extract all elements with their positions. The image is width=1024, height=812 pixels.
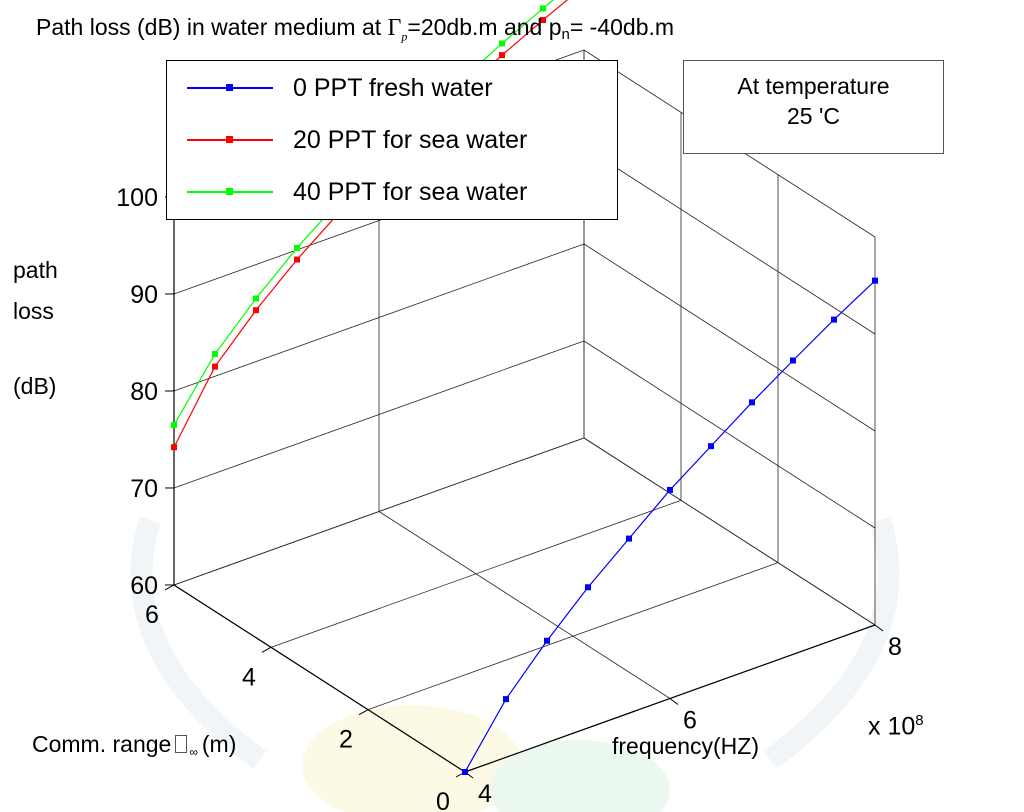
x-exponent-label: x 108 — [868, 712, 924, 741]
series-1-point-1 — [212, 363, 218, 370]
zlabel-line3: (dB) — [13, 373, 57, 399]
legend-item-2: 40 PPT for sea water — [187, 175, 527, 209]
series-2-point-9 — [540, 5, 546, 12]
gamma-symbol: Γ — [387, 15, 402, 41]
x-axis-label: frequency(HZ) — [612, 733, 759, 759]
temperature-annotation: At temperature 25 'C — [683, 60, 944, 154]
y-axis-label: Comm. range ∞ (m) — [32, 731, 237, 759]
gridline-floor-x-8 — [583, 437, 876, 626]
x-tick-label-6: 6 — [683, 707, 697, 735]
series-0-point-5 — [667, 486, 673, 493]
y-tick-label-6: 6 — [145, 601, 159, 629]
annotation-line1: At temperature — [737, 73, 890, 99]
y-tick-label-2: 2 — [339, 726, 353, 754]
annotation-line2: 25 'C — [787, 103, 840, 129]
series-1-point-9 — [540, 17, 546, 24]
series-2-point-2 — [253, 295, 259, 302]
series-0-point-3 — [585, 584, 591, 591]
zlabel-line1: path — [13, 257, 58, 283]
legend-swatch-2 — [187, 188, 273, 195]
gridline-floor-y-4 — [270, 499, 682, 648]
series-2-point-3 — [294, 244, 300, 251]
gridline-back-z-70 — [173, 340, 585, 489]
gridline-back-z-80 — [173, 243, 585, 392]
series-1-point-0 — [171, 444, 177, 451]
series-0-point-4 — [626, 535, 632, 542]
series-0-point-2 — [544, 637, 550, 644]
legend-item-1: 20 PPT for sea water — [187, 123, 527, 157]
series-0-point-7 — [749, 399, 755, 406]
z-tick-label-60: 60 — [130, 572, 158, 600]
gridline-side-z-70 — [583, 340, 876, 529]
missing-glyph-box — [175, 735, 188, 753]
y-axis-line — [173, 584, 466, 773]
z-tick-label-100: 100 — [116, 184, 158, 212]
legend: 0 PPT fresh water 20 PPT for sea water 4… — [166, 60, 618, 220]
legend-label-1: 20 PPT for sea water — [293, 125, 528, 154]
z-tick-label-90: 90 — [130, 281, 158, 309]
series-0-point-10 — [872, 277, 878, 284]
series-1-point-8 — [499, 52, 505, 59]
chart-title: Path loss (dB) in water medium at Γp=20d… — [36, 14, 675, 44]
gridline-floor-y-2 — [367, 562, 779, 711]
legend-label-2: 40 PPT for sea water — [293, 177, 528, 206]
x-tick-6 — [669, 698, 679, 705]
y-tick-6 — [164, 584, 175, 591]
series-1-point-3 — [294, 256, 300, 263]
legend-swatch-1 — [187, 136, 273, 143]
y-tick-label-4: 4 — [242, 663, 256, 691]
legend-label-0: 0 PPT fresh water — [293, 73, 493, 102]
y-tick-2 — [358, 709, 369, 716]
series-0-point-8 — [790, 357, 796, 364]
gridline-side-z-90 — [583, 146, 876, 335]
legend-swatch-0 — [187, 84, 273, 91]
y-tick-label-0: 0 — [436, 788, 450, 812]
y-tick-4 — [261, 646, 272, 653]
z-tick-label-70: 70 — [130, 475, 158, 503]
zlabel-line2: loss — [13, 298, 54, 324]
series-0-point-0 — [462, 769, 468, 775]
series-2-point-8 — [499, 40, 505, 47]
series-1-point-2 — [253, 307, 259, 314]
series-2-point-0 — [171, 421, 177, 428]
legend-item-0: 0 PPT fresh water — [187, 71, 493, 105]
z-tick-label-80: 80 — [130, 378, 158, 406]
series-0-point-6 — [708, 443, 714, 450]
x-tick-label-4: 4 — [478, 780, 492, 808]
watermark-logo — [130, 516, 900, 812]
gridline-floor-y-6 — [173, 437, 585, 586]
x-tick-label-8: 8 — [888, 633, 902, 661]
x-tick-8 — [874, 624, 884, 632]
series-2-point-1 — [212, 350, 218, 357]
series-0-point-1 — [503, 696, 509, 703]
gridline-side-z-80 — [583, 243, 876, 432]
series-0-point-9 — [831, 316, 837, 323]
gridline-floor-x-6 — [378, 511, 671, 699]
